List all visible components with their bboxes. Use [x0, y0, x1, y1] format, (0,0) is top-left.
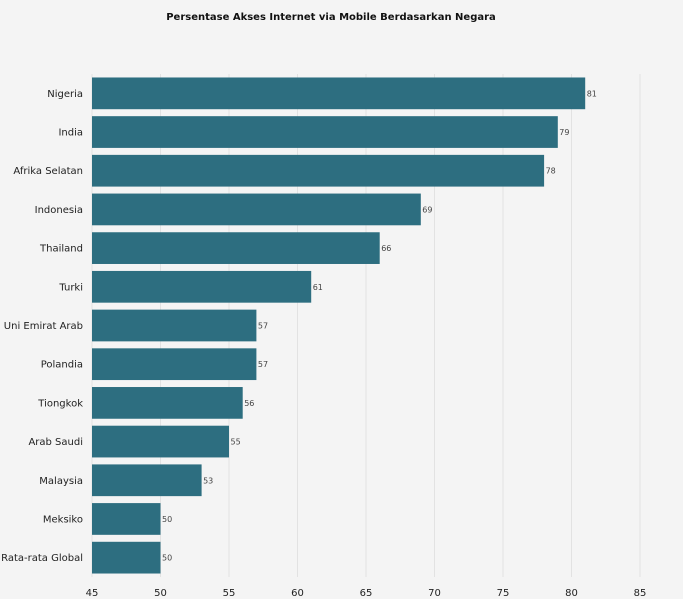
- data-label: 50: [162, 515, 172, 524]
- data-label: 53: [203, 476, 213, 485]
- category-label: India: [58, 128, 83, 139]
- bar: [92, 232, 380, 264]
- bar: [92, 503, 161, 535]
- category-label: Arab Saudi: [28, 437, 83, 448]
- x-tick-label: 85: [634, 588, 647, 599]
- category-label: Polandia: [41, 360, 83, 371]
- category-label: Nigeria: [47, 89, 83, 100]
- data-label: 57: [258, 322, 268, 331]
- x-tick-label: 65: [360, 588, 373, 599]
- data-label: 61: [313, 283, 323, 292]
- data-label: 79: [559, 128, 569, 137]
- x-tick-label: 80: [565, 588, 578, 599]
- chart-title: Persentase Akses Internet via Mobile Ber…: [166, 12, 496, 23]
- category-label: Uni Emirat Arab: [4, 321, 83, 332]
- bar: [92, 541, 161, 574]
- x-tick-label: 70: [428, 588, 441, 599]
- bar: [92, 270, 312, 303]
- bar: [92, 77, 586, 110]
- data-label: 78: [546, 167, 556, 176]
- category-label: Malaysia: [39, 476, 83, 487]
- bar: [92, 348, 257, 381]
- category-label: Indonesia: [35, 205, 83, 216]
- data-label: 57: [258, 360, 268, 369]
- x-tick-label: 60: [291, 588, 304, 599]
- data-label: 55: [231, 438, 241, 447]
- category-label: Tiongkok: [37, 398, 83, 409]
- data-label: 50: [162, 554, 172, 563]
- category-label: Meksiko: [43, 514, 83, 525]
- x-tick-label: 50: [154, 588, 167, 599]
- bar: [92, 425, 229, 458]
- bar: [92, 387, 243, 419]
- x-tick-label: 75: [497, 588, 510, 599]
- x-tick-label: 45: [86, 588, 99, 599]
- x-tick-label: 55: [223, 588, 236, 599]
- data-label: 81: [587, 89, 597, 98]
- bar: [92, 154, 545, 187]
- bar: [92, 193, 421, 226]
- bar: [92, 464, 202, 497]
- bar: [92, 116, 558, 148]
- data-label: 66: [381, 244, 391, 253]
- category-label: Rata-rata Global: [1, 553, 83, 564]
- data-label: 56: [244, 399, 254, 408]
- category-label: Afrika Selatan: [13, 166, 83, 177]
- bar: [92, 309, 257, 342]
- data-label: 69: [422, 205, 432, 214]
- category-label: Turki: [58, 282, 83, 293]
- category-label: Thailand: [39, 244, 83, 255]
